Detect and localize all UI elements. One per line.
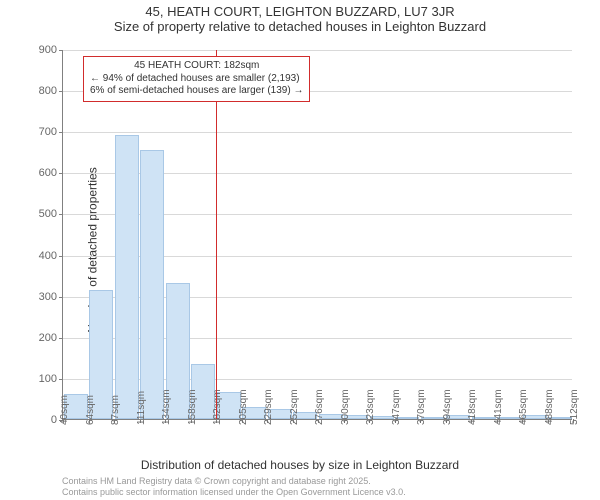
y-tick-label: 700 bbox=[39, 126, 63, 138]
y-tick-label: 400 bbox=[39, 250, 63, 262]
credit-line2: Contains public sector information licen… bbox=[62, 487, 406, 498]
x-tick-label: 323sqm bbox=[365, 389, 376, 425]
chart-title-block: 45, HEATH COURT, LEIGHTON BUZZARD, LU7 3… bbox=[0, 4, 600, 34]
x-tick-label: 418sqm bbox=[467, 389, 478, 425]
x-axis-label: Distribution of detached houses by size … bbox=[0, 458, 600, 472]
x-tick-label: 87sqm bbox=[110, 395, 121, 425]
x-tick-label: 370sqm bbox=[416, 389, 427, 425]
histogram-bar bbox=[115, 135, 139, 419]
info-box-line: 6% of semi-detached houses are larger (1… bbox=[90, 85, 303, 98]
x-tick-label: 465sqm bbox=[518, 389, 529, 425]
y-tick-label: 100 bbox=[39, 373, 63, 385]
y-tick-label: 300 bbox=[39, 291, 63, 303]
x-tick-label: 111sqm bbox=[136, 391, 147, 425]
histogram-bar bbox=[140, 150, 164, 419]
x-tick-label: 512sqm bbox=[569, 389, 580, 425]
y-tick-label: 500 bbox=[39, 208, 63, 220]
chart-credits: Contains HM Land Registry data © Crown c… bbox=[62, 476, 406, 498]
x-tick-label: 488sqm bbox=[544, 389, 555, 425]
x-tick-label: 158sqm bbox=[187, 389, 198, 425]
y-tick-label: 600 bbox=[39, 167, 63, 179]
x-tick-label: 134sqm bbox=[161, 389, 172, 425]
reference-line bbox=[216, 50, 217, 419]
info-box: 45 HEATH COURT: 182sqm← 94% of detached … bbox=[83, 56, 310, 102]
x-tick-label: 276sqm bbox=[314, 389, 325, 425]
x-tick-label: 394sqm bbox=[442, 389, 453, 425]
property-size-histogram: 45, HEATH COURT, LEIGHTON BUZZARD, LU7 3… bbox=[0, 0, 600, 500]
gridline bbox=[63, 132, 572, 133]
x-tick-label: 441sqm bbox=[493, 389, 504, 425]
y-tick-label: 900 bbox=[39, 44, 63, 56]
x-tick-label: 252sqm bbox=[289, 389, 300, 425]
info-box-line: 45 HEATH COURT: 182sqm bbox=[90, 60, 303, 73]
x-tick-label: 182sqm bbox=[212, 389, 223, 425]
x-tick-label: 300sqm bbox=[340, 389, 351, 425]
y-tick-label: 200 bbox=[39, 332, 63, 344]
plot-area: 010020030040050060070080090040sqm64sqm87… bbox=[62, 50, 572, 420]
x-tick-label: 64sqm bbox=[85, 395, 96, 425]
credit-line1: Contains HM Land Registry data © Crown c… bbox=[62, 476, 406, 487]
gridline bbox=[63, 50, 572, 51]
x-tick-label: 347sqm bbox=[391, 389, 402, 425]
x-tick-label: 229sqm bbox=[263, 389, 274, 425]
chart-title-line2: Size of property relative to detached ho… bbox=[0, 19, 600, 34]
y-tick-label: 800 bbox=[39, 85, 63, 97]
chart-title-line1: 45, HEATH COURT, LEIGHTON BUZZARD, LU7 3… bbox=[0, 4, 600, 19]
x-tick-label: 40sqm bbox=[59, 395, 70, 425]
x-tick-label: 205sqm bbox=[238, 389, 249, 425]
info-box-line: ← 94% of detached houses are smaller (2,… bbox=[90, 73, 303, 86]
